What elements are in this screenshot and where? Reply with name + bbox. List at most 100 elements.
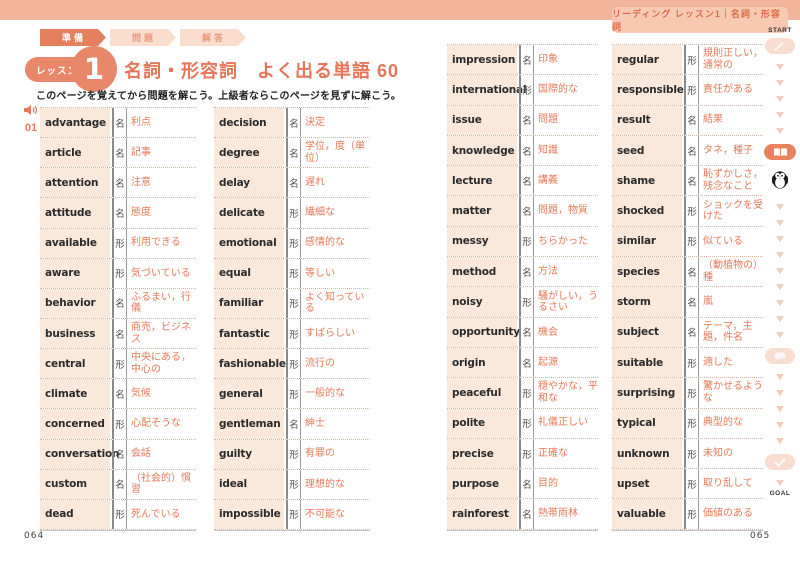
vocab-pos: 名 — [112, 318, 127, 349]
vocab-row: advantage 名利点 — [40, 108, 196, 139]
vocab-row: peaceful 形穏やかな，平和な — [447, 378, 598, 409]
vocab-meaning: よく知っている — [305, 291, 365, 315]
vocab-table-3: impression 名印象 international 形国際的な issue 名問題 k… — [447, 44, 598, 531]
vocab-row: surprising 形驚かせるような — [612, 378, 763, 409]
vocab-meaning: 取り乱して — [703, 478, 753, 490]
vocab-pos: 形 — [684, 499, 699, 529]
vocab-row: guilty 形有罪の — [214, 439, 370, 470]
goal-label: GOAL — [769, 490, 791, 497]
vocab-row: international 形国際的な — [447, 75, 598, 106]
vocab-pos: 名 — [519, 347, 534, 378]
vocab-row: lecture 名講義 — [447, 166, 598, 197]
vocab-pos: 名 — [519, 469, 534, 499]
vocab-word: messy — [447, 226, 517, 257]
vocab-meaning: 印象 — [538, 53, 558, 65]
vocab-meaning: 死んでいる — [131, 508, 181, 520]
vocab-pos: 名 — [112, 288, 127, 318]
tab-questions[interactable]: 問題 — [110, 29, 176, 46]
vocab-word: emotional — [214, 228, 284, 258]
vocab-word: subject — [612, 317, 682, 347]
vocab-meaning: 商売，ビジネス — [131, 322, 191, 345]
vocab-row: delay 名遅れ — [214, 168, 370, 199]
vocab-pos: 名 — [684, 317, 699, 347]
tab-answers[interactable]: 解答 — [180, 29, 246, 46]
vocab-meaning: 学位，度（単位） — [305, 141, 365, 164]
arrow-down-icon — [776, 284, 784, 290]
arrow-down-icon — [776, 422, 784, 428]
vocab-word: shame — [612, 166, 682, 196]
vocab-row: attention 名注意 — [40, 168, 196, 199]
speaker-icon — [24, 103, 38, 120]
vocab-meaning: 注意 — [131, 177, 151, 189]
vocab-row: subject 名テーマ，主題，件名 — [612, 317, 763, 348]
vocab-word: familiar — [214, 288, 284, 318]
vocab-row: noisy 形騒がしい，うるさい — [447, 287, 598, 318]
vocab-row: unknown 形未知の — [612, 438, 763, 470]
page-number-right: 065 — [750, 531, 771, 541]
vocab-meaning: 遅れ — [305, 177, 325, 189]
vocab-row: decision 名決定 — [214, 108, 370, 139]
vocab-meaning: 気候 — [131, 388, 151, 400]
vocab-row: issue 名問題 — [447, 105, 598, 136]
vocab-meaning: 未知の — [703, 447, 733, 459]
vocab-pos: 形 — [684, 408, 699, 438]
vocab-word: impression — [447, 45, 517, 75]
vocab-meaning: 騒がしい，うるさい — [538, 290, 598, 314]
vocab-pos: 形 — [519, 378, 534, 408]
arrow-down-icon — [776, 374, 784, 380]
vocab-word: typical — [612, 408, 682, 438]
vocab-row: concerned 形心配そうな — [40, 409, 196, 440]
vocab-meaning: 穏やかな，平和な — [538, 381, 598, 404]
vocab-pos: 形 — [684, 469, 699, 499]
vocab-pos: 形 — [684, 438, 699, 469]
vocab-meaning: 利用できる — [131, 237, 181, 249]
vocab-word: conversation — [40, 439, 120, 469]
vocab-word: storm — [612, 287, 682, 317]
vocab-word: peaceful — [447, 378, 517, 408]
vocab-meaning: 目的 — [538, 478, 558, 490]
vocab-pos: 形 — [112, 349, 127, 379]
vocab-row: species 名（動植物の）種 — [612, 257, 763, 288]
vocab-word: custom — [40, 469, 110, 499]
vocab-row: matter 名問題，物質 — [447, 196, 598, 227]
arrow-down-icon — [776, 112, 784, 118]
vocab-pos: 形 — [286, 288, 301, 318]
vocab-row: delicate 形繊細な — [214, 198, 370, 229]
vocab-meaning: ふるまい，行儀 — [131, 291, 191, 315]
vocab-meaning: 責任がある — [703, 84, 753, 96]
audio-track-number: 01 — [24, 122, 38, 134]
vocab-row: familiar 形よく知っている — [214, 288, 370, 319]
vocab-word: dead — [40, 499, 110, 529]
vocab-word: purpose — [447, 469, 517, 499]
vocab-pos: 名 — [112, 439, 127, 469]
vocab-row: shame 名恥ずかしさ，残念なこと — [612, 166, 763, 197]
vocab-pos: 名 — [286, 409, 301, 439]
vocab-meaning: 起源 — [538, 356, 558, 368]
vocab-row: dead 形死んでいる — [40, 499, 196, 530]
tab-preparation[interactable]: 準備 — [40, 29, 106, 46]
page-title: 名詞・形容詞 よく出る単語 60 — [124, 61, 400, 81]
vocab-meaning: 記事 — [131, 146, 151, 158]
arrow-down-icon — [776, 268, 784, 274]
vocab-meaning: 規則正しい，通常の — [703, 48, 763, 71]
vocab-word: gentleman — [214, 409, 284, 439]
vocab-word: attitude — [40, 198, 110, 228]
vocab-row: result 名結果 — [612, 105, 763, 136]
vocab-row: storm 名嵐 — [612, 287, 763, 318]
vocab-pos: 名 — [519, 45, 534, 75]
vocab-pos: 形 — [286, 318, 301, 349]
vocab-word: fantastic — [214, 318, 284, 349]
vocab-word: responsible — [612, 75, 684, 105]
vocab-pos: 形 — [112, 258, 127, 288]
vocab-pos: 形 — [286, 228, 301, 258]
page-subtitle: このページを覚えてから問題を解こう。上級者ならこのページを見ずに解こう。 — [36, 91, 402, 102]
vocab-pos: 形 — [684, 347, 699, 378]
vocab-word: shocked — [612, 196, 682, 226]
vocab-word: behavior — [40, 288, 110, 318]
vocab-word: rainforest — [447, 499, 517, 529]
vocab-meaning: 繊細な — [305, 207, 335, 219]
progress-step-book-icon — [764, 144, 796, 160]
vocab-row: degree 名学位，度（単位） — [214, 138, 370, 169]
vocab-pos: 名 — [519, 196, 534, 226]
vocab-word: attention — [40, 168, 110, 198]
